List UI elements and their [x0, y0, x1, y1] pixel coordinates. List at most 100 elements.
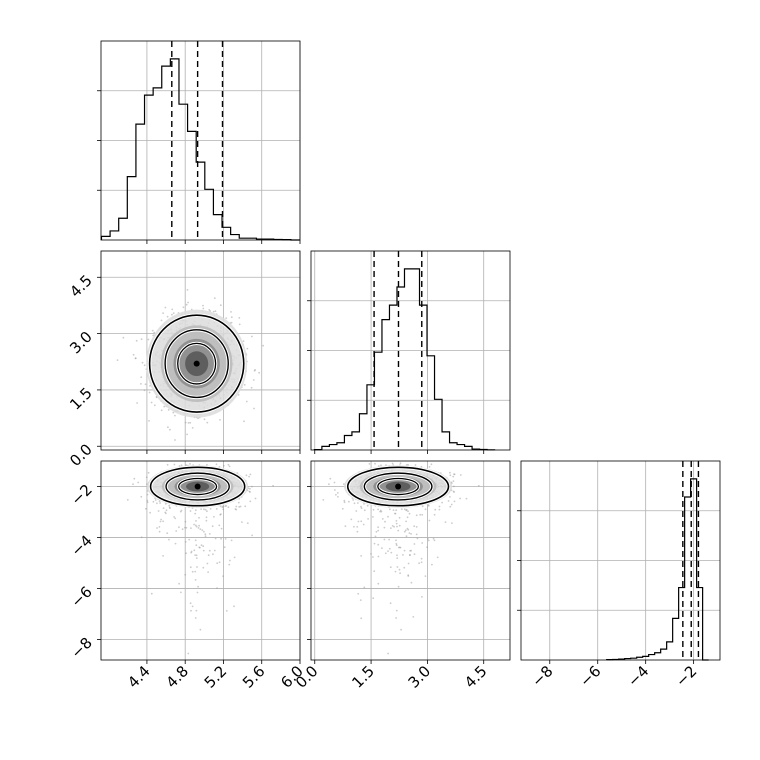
- xz-point: [201, 529, 204, 531]
- yz-point: [444, 521, 447, 523]
- xz-point: [178, 582, 181, 585]
- xz-point: [158, 530, 161, 533]
- xz-point: [189, 463, 191, 465]
- xz-point: [184, 520, 187, 523]
- yz-point: [397, 529, 400, 532]
- xz-point: [150, 592, 153, 595]
- xz-point: [239, 505, 242, 508]
- xz-point: [206, 510, 208, 513]
- yz-point: [398, 516, 401, 519]
- xz-xtick-label-1: 4.8: [162, 662, 192, 692]
- xz-point: [194, 539, 197, 542]
- hist-z-xtick-label-0: −8: [528, 662, 556, 690]
- yz-point: [391, 462, 394, 465]
- xz-point: [194, 512, 197, 515]
- xy-point: [186, 289, 189, 291]
- yz-point: [430, 463, 433, 466]
- yz-point: [459, 474, 462, 476]
- xz-xtick-label-3: 5.6: [239, 662, 269, 692]
- yz-point: [414, 464, 417, 466]
- hist-z-xtick-label-1: −6: [576, 662, 604, 690]
- xy-point: [132, 353, 135, 356]
- xz-point: [190, 527, 192, 529]
- xy-point: [245, 400, 248, 403]
- yz-point: [395, 522, 398, 525]
- xy-point: [225, 317, 228, 319]
- xy-point: [167, 426, 169, 429]
- xz-point: [184, 573, 187, 576]
- yz-point: [427, 504, 430, 507]
- yz-point: [450, 503, 453, 506]
- yz-point: [408, 532, 411, 534]
- yz-point: [380, 464, 382, 467]
- xz-point: [204, 533, 207, 536]
- xz-point: [191, 605, 194, 608]
- xz-point: [132, 483, 134, 486]
- yz-point: [420, 561, 423, 564]
- yz-point: [419, 513, 422, 516]
- yz-point: [407, 510, 409, 513]
- xy-point: [230, 316, 233, 319]
- yz-point: [408, 512, 411, 515]
- xz-point: [216, 587, 218, 589]
- yz-point: [391, 525, 394, 527]
- xz-point: [215, 508, 218, 510]
- xz-point: [174, 517, 177, 520]
- yz-point: [341, 507, 344, 510]
- xy-point: [147, 338, 150, 341]
- xz-ytick-label-2: −4: [67, 532, 95, 560]
- xy-point: [172, 411, 175, 414]
- xz-point: [204, 535, 207, 538]
- yz-point: [343, 501, 346, 504]
- xz-point: [180, 464, 183, 467]
- yz-point: [389, 602, 392, 605]
- xz-point: [145, 507, 147, 510]
- xy-point: [169, 428, 171, 431]
- xz-point: [251, 534, 254, 537]
- yz-point: [438, 505, 441, 508]
- xy-point: [174, 414, 176, 417]
- yz-point: [389, 566, 392, 569]
- yz-point: [360, 520, 363, 523]
- yz-point: [363, 586, 366, 589]
- xy-point: [174, 439, 176, 441]
- xz-point: [245, 474, 248, 477]
- xy-point: [202, 304, 204, 307]
- xz-point: [207, 571, 210, 573]
- xz-ytick-label-0: −8: [67, 634, 95, 662]
- yz-point: [348, 500, 350, 503]
- yz-point: [396, 554, 398, 557]
- xy-point: [140, 383, 142, 385]
- xy-point: [242, 340, 245, 342]
- yz-point: [379, 509, 382, 512]
- yz-point: [374, 535, 377, 538]
- xz-point: [195, 520, 197, 522]
- yz-point: [436, 556, 439, 559]
- xz-point: [133, 477, 136, 480]
- hist-y-histogram-step: [313, 268, 496, 451]
- yz-point: [415, 526, 418, 528]
- yz-point: [353, 525, 355, 528]
- xy-contour-middle: [164, 329, 229, 399]
- yz-point: [352, 499, 355, 501]
- yz-point: [377, 582, 380, 585]
- yz-point: [405, 535, 408, 538]
- yz-point: [403, 530, 406, 533]
- yz-point: [381, 518, 384, 520]
- xz-point: [254, 497, 257, 500]
- xz-point: [249, 491, 251, 493]
- yz-point: [433, 539, 436, 542]
- xz-point: [196, 591, 199, 594]
- yz-frame: [310, 460, 511, 661]
- xz-point: [220, 513, 222, 515]
- xz-point: [214, 537, 217, 540]
- yz-point: [477, 484, 480, 487]
- xz-point: [174, 542, 177, 545]
- yz-point: [438, 508, 441, 511]
- yz-point: [449, 496, 451, 498]
- yz-contour-middle: [363, 472, 433, 501]
- xy-point: [230, 321, 233, 324]
- yz-point: [403, 508, 406, 511]
- yz-point: [421, 505, 424, 508]
- xz-point: [251, 485, 253, 488]
